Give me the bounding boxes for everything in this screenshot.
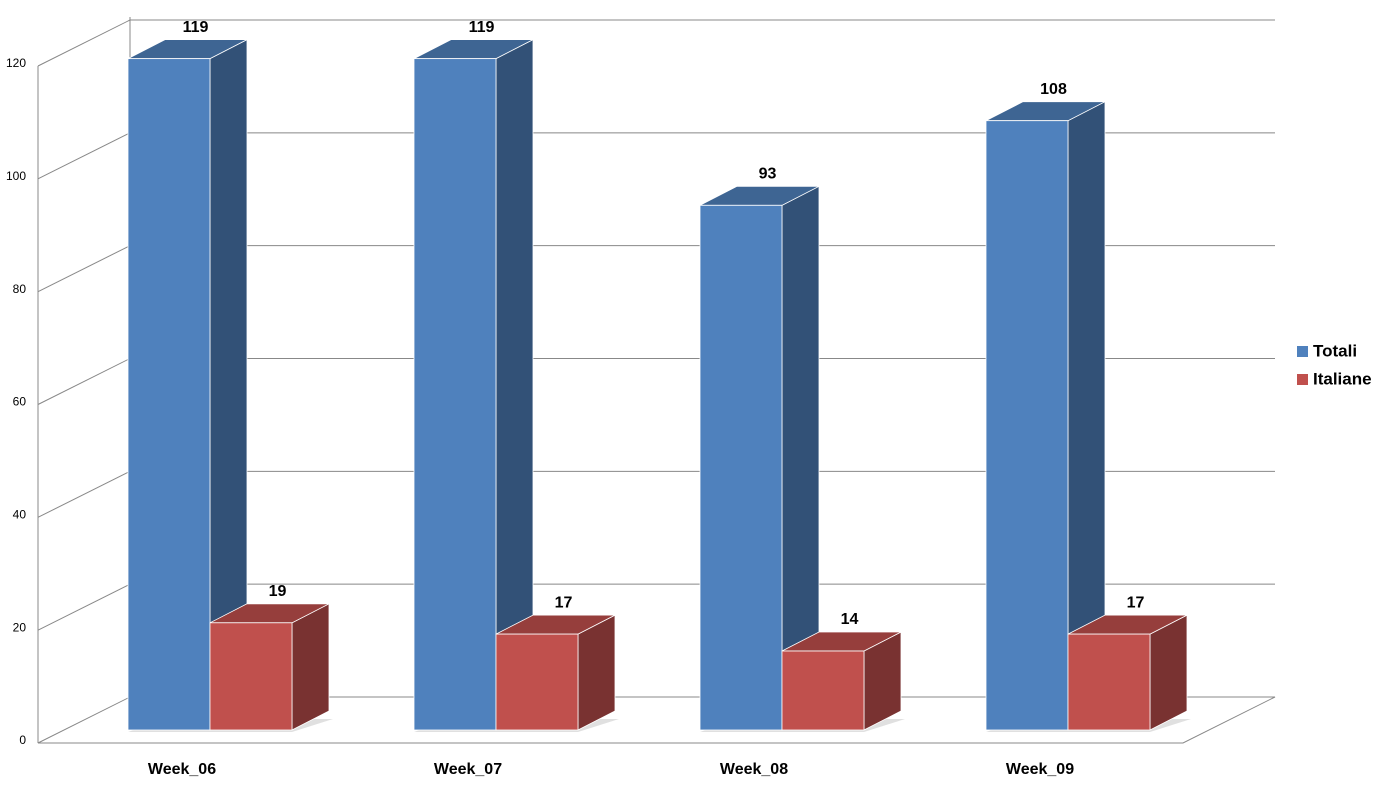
x-tick-label: Week_07 bbox=[434, 761, 502, 778]
bar-side bbox=[577, 614, 616, 731]
bar bbox=[699, 204, 783, 731]
legend-swatch bbox=[1297, 374, 1308, 385]
x-tick-label: Week_06 bbox=[148, 761, 216, 778]
bar bbox=[209, 622, 293, 731]
bar bbox=[985, 120, 1069, 731]
legend-label: Italiane bbox=[1313, 369, 1372, 388]
value-label: 17 bbox=[1127, 594, 1145, 611]
value-label: 108 bbox=[1040, 81, 1067, 98]
y-tick-label: 20 bbox=[13, 620, 27, 634]
grid-line bbox=[37, 470, 131, 518]
grid-line bbox=[37, 245, 131, 293]
floor bbox=[37, 696, 1276, 744]
grid-line bbox=[37, 583, 131, 631]
grid-line bbox=[37, 19, 131, 67]
legend-label: Totali bbox=[1313, 341, 1357, 360]
bar-side bbox=[1149, 614, 1188, 731]
y-tick-label: 100 bbox=[6, 169, 26, 183]
x-tick-label: Week_08 bbox=[720, 761, 788, 778]
bar bbox=[495, 633, 579, 731]
value-label: 14 bbox=[841, 611, 859, 628]
grid-line bbox=[37, 358, 131, 405]
value-label: 119 bbox=[183, 19, 209, 36]
legend-swatch bbox=[1297, 346, 1308, 357]
value-label: 93 bbox=[759, 166, 777, 183]
value-label: 17 bbox=[555, 594, 573, 611]
bar bbox=[1067, 633, 1151, 731]
bar bbox=[127, 58, 211, 731]
value-label: 119 bbox=[469, 19, 495, 36]
grid-line bbox=[37, 132, 131, 180]
y-tick-label: 120 bbox=[6, 56, 26, 70]
bar bbox=[413, 58, 497, 731]
x-tick-label: Week_09 bbox=[1006, 761, 1074, 778]
value-label: 19 bbox=[269, 583, 287, 600]
y-tick-label: 40 bbox=[13, 508, 27, 522]
y-tick-label: 80 bbox=[13, 282, 27, 296]
y-tick-label: 60 bbox=[13, 395, 27, 409]
bar bbox=[781, 650, 865, 731]
y-tick-label: 0 bbox=[19, 733, 26, 747]
bar-side bbox=[291, 603, 330, 731]
